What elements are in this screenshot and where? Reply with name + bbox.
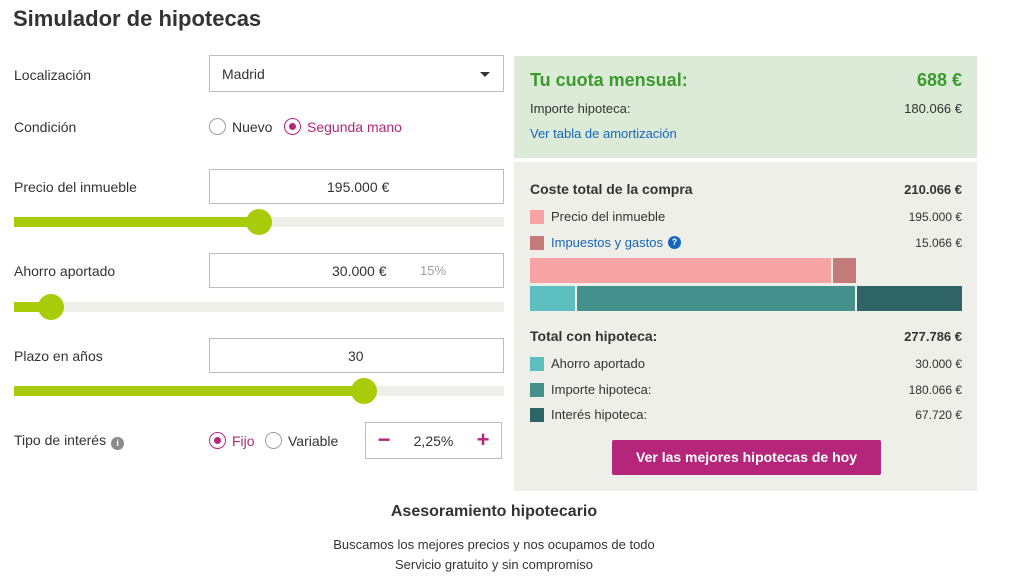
total-mortgage-title: Total con hipoteca: xyxy=(530,328,658,344)
minus-button[interactable]: − xyxy=(377,427,391,452)
location-select[interactable]: Madrid xyxy=(209,55,504,92)
slider-handle[interactable] xyxy=(246,209,272,235)
price-input[interactable]: 195.000 € xyxy=(209,169,504,204)
bar-segment xyxy=(530,286,575,311)
bar-segment xyxy=(577,286,855,311)
legend-swatch xyxy=(530,407,544,422)
chevron-down-icon xyxy=(480,72,490,77)
legend-label: Precio del inmueble xyxy=(551,209,666,224)
legend-swatch xyxy=(530,209,544,224)
loan-amount-label: Importe hipoteca: xyxy=(530,101,631,116)
legend-property-price: Precio del inmueble xyxy=(530,209,665,224)
advice-line-2: Servicio gratuito y sin compromiso xyxy=(395,557,593,572)
legend-label: Interés hipoteca: xyxy=(551,407,648,422)
total-cost-value: 210.066 € xyxy=(904,182,962,197)
term-slider[interactable] xyxy=(14,378,504,404)
slider-fill xyxy=(14,217,259,227)
term-label: Plazo en años xyxy=(14,348,103,364)
price-slider[interactable] xyxy=(14,209,504,235)
radio-circle xyxy=(209,118,226,135)
condition-option-segunda-mano: Segunda mano xyxy=(307,118,402,135)
plus-button[interactable]: + xyxy=(476,427,490,452)
legend-loan-amount: Importe hipoteca: xyxy=(530,382,651,397)
legend-value: 67.720 € xyxy=(915,408,962,422)
radio-circle xyxy=(284,118,301,135)
legend-swatch xyxy=(530,382,544,397)
condition-radio-nuevo[interactable]: Nuevo xyxy=(209,118,272,135)
legend-value: 195.000 € xyxy=(908,210,962,224)
taxes-fees-link[interactable]: Impuestos y gastos xyxy=(551,235,663,250)
monthly-payment-panel xyxy=(514,56,977,158)
interest-radio-variable[interactable]: Variable xyxy=(265,432,338,449)
term-input[interactable]: 30 xyxy=(209,338,504,373)
info-icon[interactable]: i xyxy=(111,437,125,450)
monthly-payment-label: Tu cuota mensual: xyxy=(530,70,688,90)
advice-line-1: Buscamos los mejores precios y nos ocupa… xyxy=(333,537,655,552)
bar-segment xyxy=(857,286,962,311)
page-title: Simulador de hipotecas xyxy=(13,6,262,31)
term-value: 30 xyxy=(348,348,364,364)
interest-rate-stepper[interactable]: 2,25% − + xyxy=(365,422,502,459)
location-label: Localización xyxy=(14,67,92,83)
help-icon[interactable]: ? xyxy=(668,236,681,249)
legend-swatch xyxy=(530,356,544,371)
legend-value: 180.066 € xyxy=(908,383,962,397)
interest-rate-value: 2,25% xyxy=(413,433,454,449)
total-cost-title: Coste total de la compra xyxy=(530,181,693,197)
cost-breakdown-panel xyxy=(514,162,977,491)
legend-taxes-fees: Impuestos y gastos ? xyxy=(530,235,681,250)
savings-label: Ahorro aportado xyxy=(14,263,116,279)
monthly-payment-value: 688 € xyxy=(916,70,962,90)
condition-option-nuevo: Nuevo xyxy=(232,118,273,135)
bar-segment xyxy=(833,258,856,283)
legend-label: Ahorro aportado xyxy=(551,356,645,371)
price-value: 195.000 € xyxy=(327,179,390,195)
legend-swatch xyxy=(530,235,544,250)
best-mortgages-button[interactable]: Ver las mejores hipotecas de hoy xyxy=(612,440,881,475)
interest-option-fijo: Fijo xyxy=(232,432,255,449)
legend-interest: Interés hipoteca: xyxy=(530,407,647,422)
loan-amount-value: 180.066 € xyxy=(904,101,962,116)
slider-fill xyxy=(14,386,365,396)
price-label: Precio del inmueble xyxy=(14,179,137,195)
radio-circle xyxy=(209,432,226,449)
legend-savings: Ahorro aportado xyxy=(530,356,645,371)
legend-value: 15.066 € xyxy=(915,236,962,250)
savings-percent: 15% xyxy=(420,263,447,278)
slider-track xyxy=(14,302,504,312)
bar-segment xyxy=(530,258,831,283)
radio-circle xyxy=(265,432,282,449)
savings-slider[interactable] xyxy=(14,294,504,320)
savings-value: 30.000 € xyxy=(332,263,387,279)
slider-handle[interactable] xyxy=(351,378,378,404)
interest-label: Tipo de interés xyxy=(14,432,107,448)
slider-handle[interactable] xyxy=(37,294,64,320)
interest-label-group: Tipo de interés i xyxy=(14,432,125,450)
total-mortgage-value: 277.786 € xyxy=(904,329,962,344)
condition-radio-segunda-mano[interactable]: Segunda mano xyxy=(284,118,402,135)
legend-label: Importe hipoteca: xyxy=(551,382,652,397)
advice-title: Asesoramiento hipotecario xyxy=(390,503,598,520)
slider-fill xyxy=(14,302,51,312)
interest-option-variable: Variable xyxy=(288,432,339,449)
amortization-table-link[interactable]: Ver tabla de amortización xyxy=(530,126,677,141)
condition-label: Condición xyxy=(14,119,77,135)
location-value: Madrid xyxy=(222,66,265,82)
interest-radio-fijo[interactable]: Fijo xyxy=(209,432,255,449)
savings-input[interactable]: 30.000 € 15% xyxy=(209,253,504,288)
legend-value: 30.000 € xyxy=(915,357,962,371)
